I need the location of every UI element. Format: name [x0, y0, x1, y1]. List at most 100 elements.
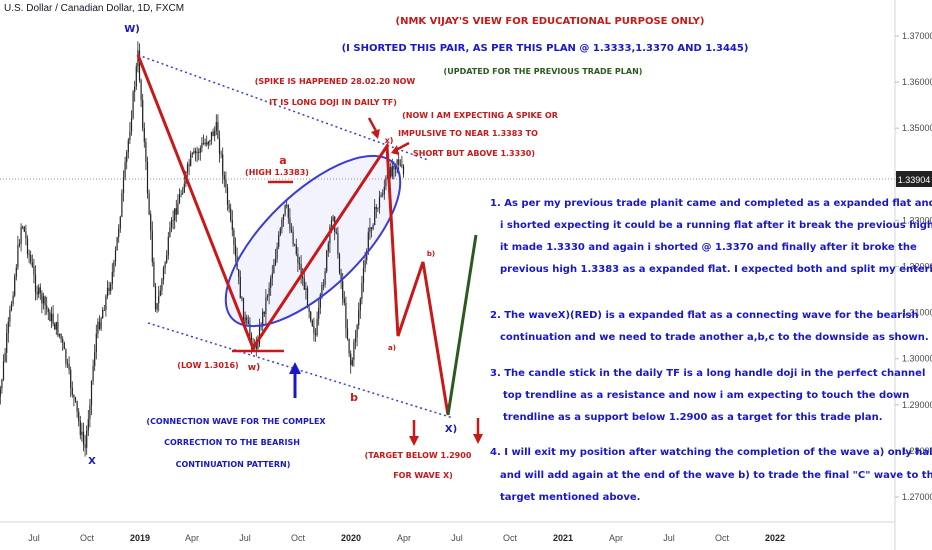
channel-lower-trendline[interactable]: [147, 322, 454, 419]
wave-label-a-small: a): [388, 344, 396, 352]
connection-wave-ellipse[interactable]: [199, 129, 427, 354]
analysis-point-2-line-1: 2. The waveX)(RED) is a expanded flat as…: [490, 310, 919, 321]
candle-body: [300, 264, 302, 277]
x-tick-label: 2020: [341, 533, 361, 543]
candle-body: [226, 187, 229, 205]
y-tick-label: 1.30000: [902, 354, 932, 364]
wave-path-green[interactable]: [446, 234, 478, 416]
candle-body: [274, 258, 277, 265]
candle-body: [306, 288, 309, 308]
candle-body: [6, 333, 8, 353]
candle-body: [234, 244, 237, 256]
candle-body: [81, 431, 83, 436]
candle-body: [335, 232, 337, 234]
candle-body: [167, 236, 169, 256]
candle-body: [385, 177, 387, 187]
candle-body: [0, 388, 1, 397]
expect-note-line3: SHORT BUT ABOVE 1.3330): [413, 149, 535, 158]
candle-body: [143, 128, 145, 143]
blue-up-arrow: [289, 362, 301, 398]
candle-body: [318, 308, 320, 319]
candle-body: [34, 274, 37, 292]
candle-body: [212, 131, 214, 136]
candle-body: [106, 287, 109, 297]
x-axis-ticks: Jul Oct 2019 Apr Jul Oct 2020 Apr Jul Oct 2021 Apr J…: [28, 533, 785, 543]
candle-body: [228, 204, 230, 209]
candle-body: [321, 285, 323, 295]
candle-body: [289, 217, 291, 230]
candle-body: [330, 220, 333, 227]
candle-body: [210, 131, 213, 141]
candle-body: [183, 183, 185, 193]
y-tick-label: 1.37000: [902, 31, 932, 41]
candle-body: [194, 150, 197, 154]
analysis-point-4-line-3: target mentioned above.: [500, 492, 640, 503]
candle-body: [98, 321, 101, 329]
candle-body: [186, 164, 189, 173]
candle-body: [159, 290, 161, 296]
candle-body: [68, 363, 70, 370]
wave-label-w-low: w): [248, 363, 260, 373]
candle-body: [271, 273, 273, 279]
candle-body: [222, 154, 224, 176]
analysis-point-3-line-2: top trendline as a resistance and now i …: [503, 390, 909, 401]
x-tick-label: Oct: [715, 533, 730, 543]
candle-body: [114, 250, 117, 262]
channel-upper-trendline[interactable]: [137, 54, 429, 161]
candle-body: [362, 268, 365, 283]
candle-body: [177, 203, 179, 215]
candle-body: [305, 288, 307, 290]
candle-body: [86, 430, 88, 448]
analysis-point-2-line-2: continuation and we need to trade anothe…: [500, 332, 929, 343]
candle-body: [153, 262, 155, 287]
candle-body: [164, 262, 166, 269]
candle-body: [391, 166, 393, 177]
candle-body: [49, 312, 51, 322]
x-tick-label: Oct: [503, 533, 518, 543]
expect-note-line2: IMPULSIVE TO NEAR 1.3383 TO: [398, 129, 538, 138]
candle-body: [233, 230, 235, 245]
candle-body: [258, 325, 261, 345]
candle-body: [17, 245, 19, 268]
candle-body: [313, 325, 315, 334]
red-down-arrow-2: [473, 418, 483, 444]
candle-body: [207, 141, 209, 145]
candle-body: [290, 229, 293, 232]
candle-body: [15, 267, 17, 277]
candle-body: [206, 142, 208, 145]
candle-body: [238, 269, 240, 277]
candle-body: [278, 234, 280, 247]
y-tick-label: 1.36000: [902, 77, 932, 87]
candle-body: [73, 395, 75, 398]
current-price-tag: [896, 171, 932, 187]
candle-body: [36, 291, 38, 295]
candle-body: [284, 205, 286, 215]
candle-body: [2, 361, 5, 380]
x-tick-label: Jul: [451, 533, 463, 543]
candle-body: [201, 143, 203, 148]
candle-body: [145, 142, 147, 162]
candle-body: [257, 344, 259, 349]
candle-body: [158, 295, 160, 304]
candle-body: [127, 140, 129, 153]
candle-body: [38, 287, 40, 295]
target-note-line1: (TARGET BELOW 1.2900: [365, 451, 472, 460]
candle-body: [90, 381, 93, 406]
candle-body: [135, 66, 137, 87]
candle-body: [113, 261, 115, 273]
candle-body: [350, 353, 352, 366]
candle-body: [239, 276, 241, 299]
wave-path-red[interactable]: [136, 54, 450, 416]
candle-body: [178, 194, 181, 204]
candle-body: [374, 207, 376, 226]
candle-body: [23, 226, 25, 232]
header-note-shorted: (I SHORTED THIS PAIR, AS PER THIS PLAN @…: [342, 43, 749, 54]
candle-body: [298, 263, 301, 265]
x-tick-label: 2022: [765, 533, 785, 543]
target-note-line2: FOR WAVE X): [393, 471, 453, 480]
candle-body: [191, 153, 193, 155]
candle-body: [54, 324, 56, 330]
candle-body: [218, 138, 221, 154]
